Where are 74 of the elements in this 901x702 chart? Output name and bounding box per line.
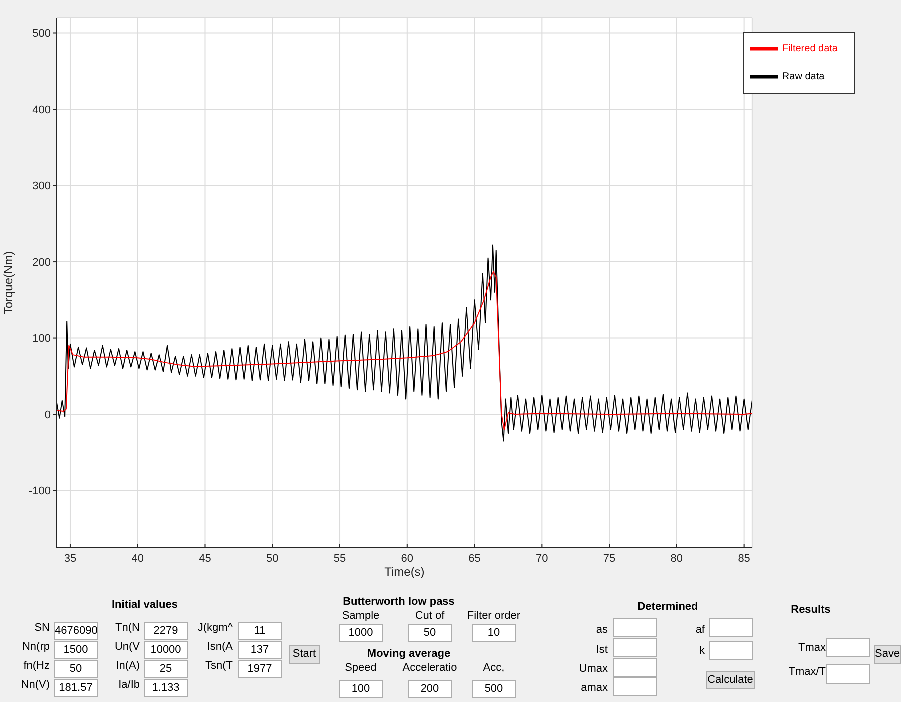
x-tick-label: 45 <box>199 552 212 565</box>
text: 181.57 <box>54 679 98 697</box>
text: 1977 <box>238 660 282 678</box>
text: Tmax/T <box>788 666 826 678</box>
text: 10000 <box>144 641 188 659</box>
text: 50 <box>408 624 452 642</box>
x-tick-label: 55 <box>334 552 346 565</box>
text: Speed <box>344 662 378 674</box>
x-tick-label: 85 <box>738 552 750 565</box>
text: amax <box>580 682 608 694</box>
text: Tmax <box>798 642 826 654</box>
text: 137 <box>238 641 282 659</box>
y-tick-label: 300 <box>32 180 51 193</box>
x-axis-title: Time(s) <box>384 565 425 579</box>
text: Initial values <box>110 599 180 611</box>
text: Nn(rp <box>21 641 50 653</box>
text: Un(V <box>114 641 140 653</box>
x-tick-label: 65 <box>468 552 481 565</box>
text: 1.133 <box>144 679 188 697</box>
legend-label: Raw data <box>782 72 825 83</box>
text: J(kgm^ <box>198 622 233 634</box>
x-tick-label: 70 <box>536 552 548 565</box>
text: Save <box>874 645 901 664</box>
y-tick-label: -100 <box>28 486 51 498</box>
text: Ist <box>595 644 608 656</box>
text: Acc, <box>483 662 505 674</box>
text: Nn(V) <box>20 679 50 691</box>
line-series <box>57 244 752 442</box>
text: In(A) <box>116 660 140 672</box>
x-tick-label: 40 <box>132 552 144 565</box>
y-tick-label: 100 <box>32 333 51 346</box>
text: Calculate <box>706 671 755 689</box>
text: Acceleratio <box>402 662 458 674</box>
text: 2279 <box>144 622 188 640</box>
text: 500 <box>472 680 516 698</box>
line-series <box>57 271 752 430</box>
text: 50 <box>54 660 98 678</box>
text: as <box>595 624 608 636</box>
text: fn(Hz <box>22 660 50 672</box>
y-axis-title: Torque(Nm) <box>1 251 16 315</box>
text: 1500 <box>54 641 98 659</box>
text: Tn(N <box>116 622 140 634</box>
text: 10 <box>472 624 516 642</box>
y-tick-label: 200 <box>32 256 51 269</box>
text: Umax <box>578 663 608 675</box>
x-tick-label: 35 <box>64 552 77 565</box>
y-tick-label: 0 <box>44 409 51 422</box>
x-tick-label: 50 <box>266 552 279 565</box>
text: Tsn(T <box>206 660 233 672</box>
legend-label: Filtered data <box>782 44 838 55</box>
text: 100 <box>339 680 383 698</box>
text: Moving average <box>366 648 452 660</box>
text: k <box>698 645 705 657</box>
text: Isn(A <box>207 641 233 653</box>
text: 11 <box>238 622 282 640</box>
text: Sample <box>341 610 381 622</box>
text: Start <box>289 645 320 664</box>
text: Butterworth low pass <box>342 596 456 608</box>
text: Ia/Ib <box>118 679 140 691</box>
text: SN <box>34 622 50 634</box>
text: 1000 <box>339 624 383 642</box>
text: Determined <box>636 601 700 613</box>
text: af <box>694 624 705 636</box>
text: 4676090 <box>54 622 98 640</box>
y-tick-label: 400 <box>32 104 51 116</box>
text: Cut of <box>415 610 445 622</box>
text: Results <box>790 604 832 616</box>
x-tick-label: 80 <box>670 552 684 565</box>
x-tick-label: 60 <box>401 552 414 565</box>
text: 200 <box>408 680 452 698</box>
text: 25 <box>144 660 188 678</box>
x-tick-label: 75 <box>603 552 616 565</box>
y-tick-label: 500 <box>32 28 51 40</box>
text: Filter order <box>466 610 522 622</box>
